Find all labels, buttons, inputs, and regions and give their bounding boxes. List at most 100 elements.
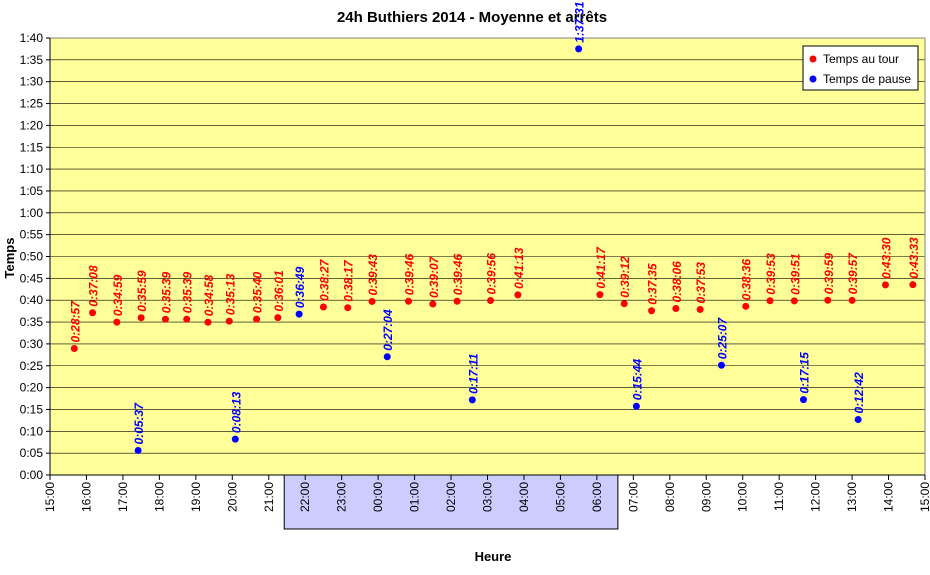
y-tick-label: 1:25: [20, 97, 44, 111]
legend-marker-pause: [809, 75, 817, 83]
pause-data-label: 0:36:49: [293, 266, 307, 308]
lap-point: [319, 303, 327, 311]
pause-data-label: 0:17:11: [466, 353, 480, 394]
pause-data-label: 0:12:42: [852, 372, 866, 414]
pause-data-label: 0:25:07: [715, 317, 729, 360]
pause-data-label: 0:15:44: [630, 359, 644, 401]
lap-point: [790, 297, 798, 305]
lap-point: [161, 315, 169, 323]
legend: Temps au tour Temps de pause: [802, 45, 919, 91]
lap-data-label: 0:37:35: [646, 263, 660, 305]
pause-point: [383, 353, 391, 361]
lap-data-label: 0:39:12: [618, 256, 632, 298]
y-tick-label: 1:00: [20, 206, 44, 220]
x-tick-label: 18:00: [152, 482, 166, 512]
legend-box: [802, 45, 919, 91]
lap-data-label: 0:39:46: [403, 254, 417, 296]
y-tick-label: 0:05: [20, 446, 44, 460]
lap-point: [113, 318, 121, 326]
lap-data-label: 0:35:40: [251, 271, 265, 313]
lap-point: [453, 297, 461, 305]
pause-point: [134, 446, 142, 454]
x-tick-label: 05:00: [553, 482, 567, 512]
x-tick-label: 02:00: [444, 482, 458, 512]
lap-data-label: 0:35:59: [135, 270, 149, 312]
y-tick-label: 0:40: [20, 293, 44, 307]
lap-point: [514, 291, 522, 299]
lap-point: [274, 314, 282, 322]
lap-point: [824, 296, 832, 304]
x-tick-label: 08:00: [663, 482, 677, 512]
lap-data-label: 0:37:53: [694, 262, 708, 304]
lap-point: [696, 305, 704, 313]
lap-data-label: 0:39:07: [427, 255, 441, 298]
lap-data-label: 0:39:46: [451, 254, 465, 296]
lap-data-label: 0:39:56: [485, 253, 499, 295]
lap-data-label: 0:38:06: [670, 261, 684, 303]
y-tick-label: 0:25: [20, 359, 44, 373]
legend-marker-lap: [809, 55, 817, 63]
lap-data-label: 0:38:27: [317, 258, 331, 301]
lap-point: [882, 281, 890, 289]
y-axis-title: Temps: [2, 238, 17, 279]
lap-data-label: 0:43:33: [907, 237, 921, 279]
x-tick-label: 04:00: [517, 482, 531, 512]
lap-data-label: 0:34:58: [202, 275, 216, 317]
lap-data-label: 0:34:59: [111, 274, 125, 316]
x-tick-label: 17:00: [116, 482, 130, 512]
lap-point: [766, 297, 774, 305]
y-tick-label: 0:20: [20, 381, 44, 395]
y-tick-label: 0:45: [20, 271, 44, 285]
lap-data-label: 0:35:39: [181, 272, 195, 314]
lap-data-label: 0:41:13: [512, 247, 526, 289]
x-tick-label: 09:00: [699, 482, 713, 512]
lap-point: [909, 281, 917, 289]
y-tick-label: 1:30: [20, 75, 44, 89]
pause-data-label: 0:08:13: [229, 391, 243, 433]
y-tick-label: 1:15: [20, 140, 44, 154]
y-tick-label: 0:35: [20, 315, 44, 329]
lap-point: [405, 297, 413, 305]
y-tick-label: 0:50: [20, 250, 44, 264]
x-tick-label: 16:00: [79, 482, 93, 512]
y-tick-label: 0:00: [20, 468, 44, 482]
x-tick-label: 03:00: [481, 482, 495, 512]
y-tick-label: 1:05: [20, 184, 44, 198]
x-tick-label: 20:00: [225, 482, 239, 512]
lap-data-label: 0:36:01: [272, 270, 286, 312]
pause-point: [231, 435, 239, 443]
lap-point: [487, 296, 495, 304]
x-axis-title: Heure: [475, 549, 512, 564]
y-tick-label: 1:40: [20, 31, 44, 45]
lap-point: [253, 315, 261, 323]
x-tick-label: 10:00: [736, 482, 750, 512]
lap-data-label: 0:39:43: [366, 254, 380, 296]
lap-data-label: 0:43:30: [880, 237, 894, 279]
x-tick-label: 21:00: [262, 482, 276, 512]
plot-area: 0:00 0:05 0:10 0:15 0:20 0:25 0:30 0:35 0:40 0:45…: [20, 1, 930, 530]
pause-point: [575, 45, 583, 53]
pause-point: [799, 396, 807, 404]
x-tick-label: 15:00: [918, 482, 930, 512]
lap-point: [596, 291, 604, 299]
y-tick-label: 0:55: [20, 228, 44, 242]
lap-data-label: 0:35:13: [223, 273, 237, 315]
lap-point: [183, 315, 191, 323]
lap-data-label: 0:39:59: [822, 253, 836, 295]
lap-data-label: 0:39:53: [764, 253, 778, 295]
lap-data-label: 0:38:17: [342, 259, 356, 302]
lap-point: [848, 296, 856, 304]
x-tick-label: 23:00: [335, 482, 349, 512]
x-tick-label: 06:00: [590, 482, 604, 512]
lap-point: [89, 309, 97, 317]
night-highlight-band: [283, 474, 619, 530]
y-tick-label: 0:30: [20, 337, 44, 351]
lap-data-label: 0:38:36: [740, 259, 754, 301]
y-tick-label: 1:10: [20, 162, 44, 176]
legend-label-lap: Temps au tour: [823, 52, 899, 66]
pause-data-label: 0:17:15: [797, 352, 811, 394]
lap-data-label: 0:28:57: [68, 300, 82, 343]
legend-label-pause: Temps de pause: [823, 72, 911, 86]
